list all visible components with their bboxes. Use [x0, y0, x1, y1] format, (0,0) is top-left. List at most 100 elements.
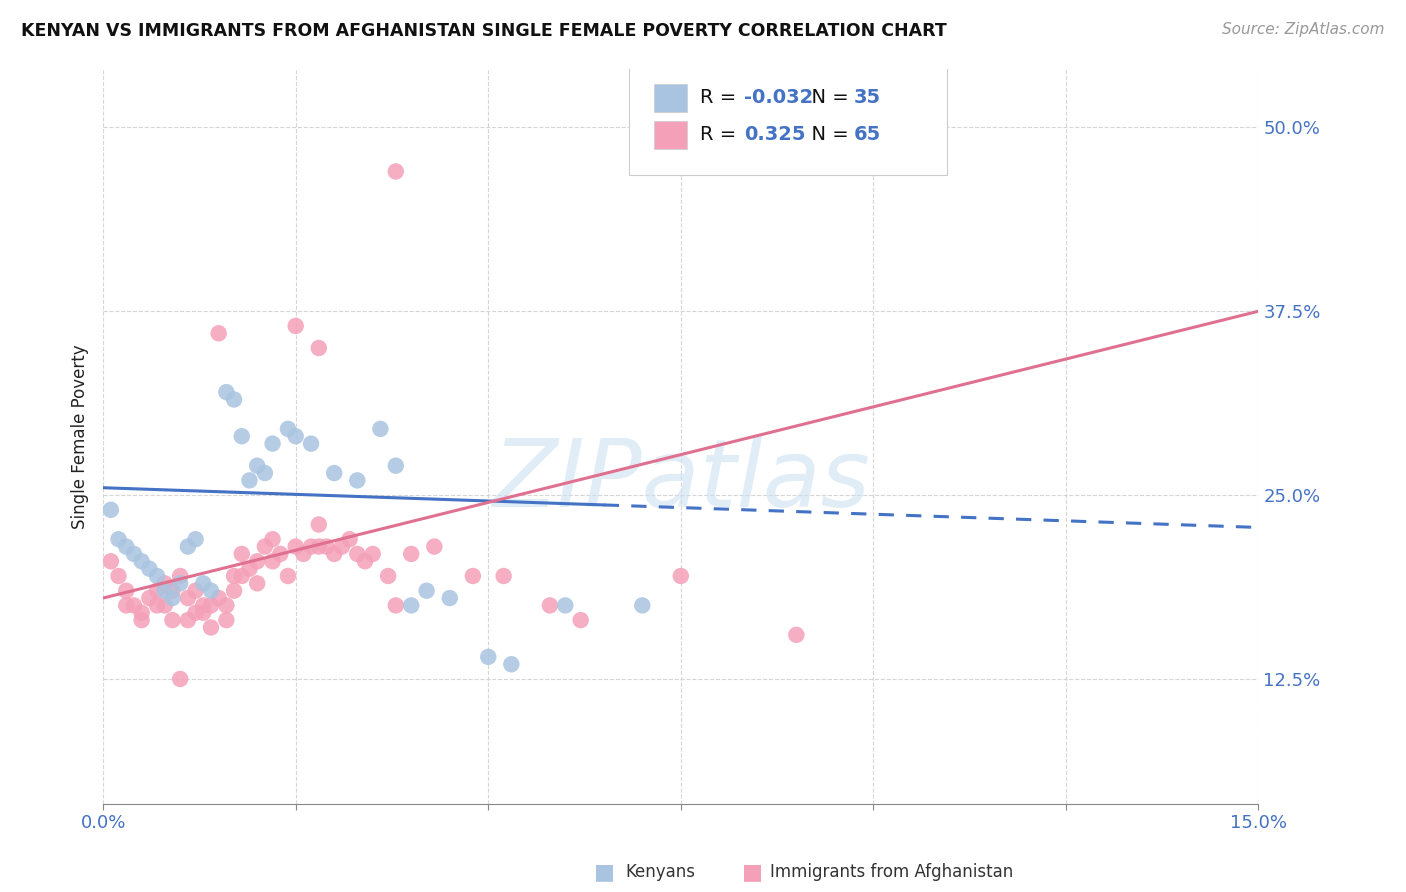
Point — [162, 613, 184, 627]
Point — [253, 540, 276, 554]
Text: KENYAN VS IMMIGRANTS FROM AFGHANISTAN SINGLE FEMALE POVERTY CORRELATION CHART: KENYAN VS IMMIGRANTS FROM AFGHANISTAN SI… — [21, 22, 946, 40]
Point — [162, 591, 184, 605]
Point — [346, 474, 368, 488]
Point — [107, 533, 129, 547]
Point — [131, 606, 153, 620]
Point — [246, 554, 269, 568]
Text: Immigrants from Afghanistan: Immigrants from Afghanistan — [770, 863, 1014, 881]
Point — [231, 429, 253, 443]
Point — [385, 164, 408, 178]
Point — [122, 547, 145, 561]
Point — [215, 385, 238, 400]
Point — [308, 517, 330, 532]
Point — [253, 466, 276, 480]
Point — [262, 554, 284, 568]
Point — [461, 569, 484, 583]
FancyBboxPatch shape — [654, 120, 686, 149]
Text: 65: 65 — [853, 125, 882, 145]
Point — [215, 613, 238, 627]
Point — [153, 599, 176, 613]
Point — [231, 569, 253, 583]
Point — [100, 503, 122, 517]
Point — [146, 583, 169, 598]
Point — [501, 657, 523, 672]
Point — [184, 583, 207, 598]
Point — [169, 672, 191, 686]
Point — [399, 547, 422, 561]
Point — [115, 540, 138, 554]
Point — [193, 576, 215, 591]
Point — [370, 422, 392, 436]
FancyBboxPatch shape — [628, 65, 946, 175]
Point — [477, 649, 499, 664]
Point — [222, 392, 245, 407]
Point — [284, 318, 307, 333]
Text: Kenyans: Kenyans — [626, 863, 696, 881]
Point — [277, 569, 299, 583]
Point — [262, 533, 284, 547]
Point — [162, 583, 184, 598]
Point — [115, 583, 138, 598]
Point — [138, 561, 160, 575]
Point — [631, 599, 654, 613]
Point — [669, 569, 692, 583]
Point — [246, 576, 269, 591]
FancyBboxPatch shape — [654, 84, 686, 112]
Point — [193, 599, 215, 613]
Point — [292, 547, 315, 561]
Point — [238, 561, 260, 575]
Point — [538, 599, 561, 613]
Point — [238, 474, 260, 488]
Point — [323, 466, 346, 480]
Point — [323, 547, 346, 561]
Point — [153, 583, 176, 598]
Point — [785, 628, 807, 642]
Point — [262, 436, 284, 450]
Point — [100, 554, 122, 568]
Point — [354, 554, 377, 568]
Point — [346, 547, 368, 561]
Point — [439, 591, 461, 605]
Point — [193, 606, 215, 620]
Point — [208, 326, 231, 341]
Point — [200, 620, 222, 634]
Point — [146, 569, 169, 583]
Point — [169, 569, 191, 583]
Point — [208, 591, 231, 605]
Point — [138, 591, 160, 605]
Point — [315, 540, 337, 554]
Y-axis label: Single Female Poverty: Single Female Poverty — [72, 344, 89, 529]
Point — [377, 569, 399, 583]
Text: N =: N = — [799, 88, 855, 107]
Point — [361, 547, 384, 561]
Point — [246, 458, 269, 473]
Point — [554, 599, 576, 613]
Point — [269, 547, 291, 561]
Text: -0.032: -0.032 — [744, 88, 814, 107]
Point — [222, 569, 245, 583]
Text: ZIPatlas: ZIPatlas — [492, 435, 870, 526]
Point — [231, 547, 253, 561]
Point — [308, 341, 330, 355]
Point — [284, 429, 307, 443]
Text: R =: R = — [700, 125, 749, 145]
Point — [115, 599, 138, 613]
Point — [330, 540, 353, 554]
Text: ■: ■ — [595, 863, 614, 882]
Point — [222, 583, 245, 598]
Point — [385, 599, 408, 613]
Point — [385, 458, 408, 473]
Point — [399, 599, 422, 613]
Point — [339, 533, 361, 547]
Point — [169, 576, 191, 591]
Point — [492, 569, 515, 583]
Point — [177, 591, 200, 605]
Point — [284, 540, 307, 554]
Point — [131, 613, 153, 627]
Point — [177, 613, 200, 627]
Point — [200, 599, 222, 613]
Point — [299, 436, 322, 450]
Point — [131, 554, 153, 568]
Point — [122, 599, 145, 613]
Point — [177, 540, 200, 554]
